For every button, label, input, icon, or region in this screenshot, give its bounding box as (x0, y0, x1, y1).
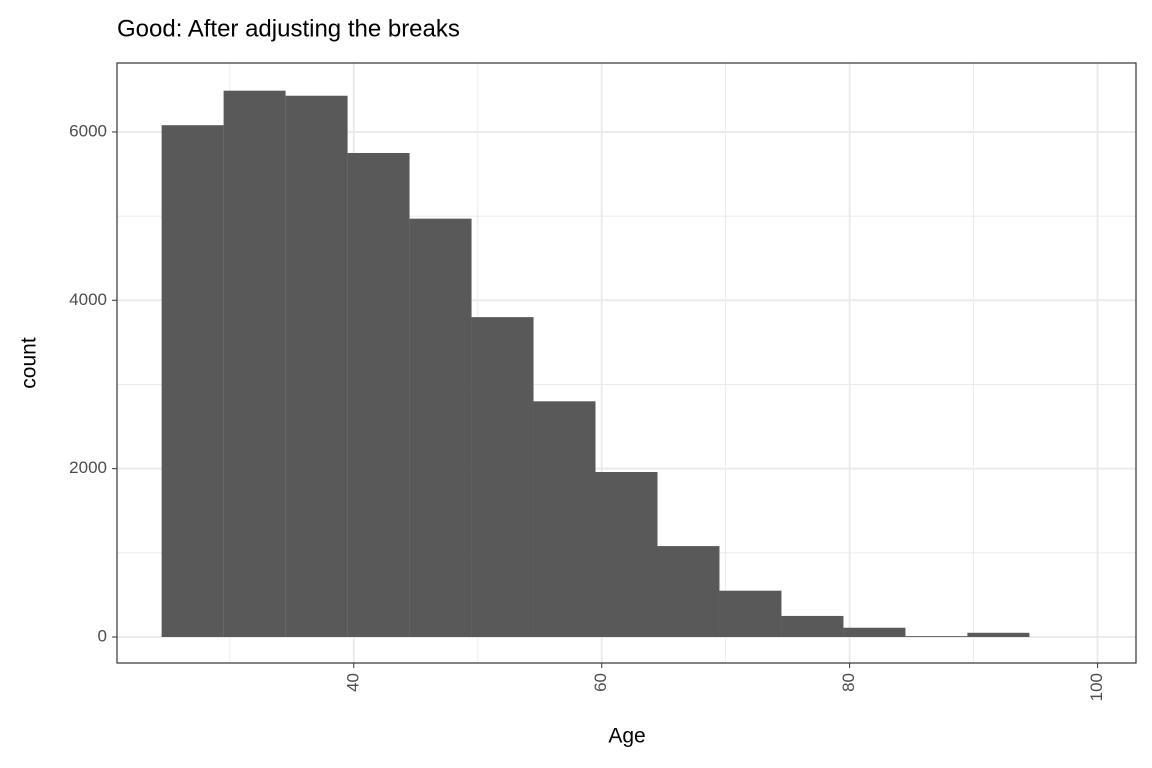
y-axis-label: count (18, 337, 41, 389)
y-tick-label: 4000 (69, 290, 107, 309)
bar (223, 90, 286, 637)
bar (347, 152, 410, 637)
x-tick-label: 100 (1087, 673, 1106, 701)
x-tick-label: 40 (343, 673, 362, 692)
bar (781, 615, 844, 637)
y-tick-label: 2000 (69, 458, 107, 477)
bar (409, 218, 472, 637)
bar (471, 317, 534, 637)
chart-title: Good: After adjusting the breaks (117, 15, 460, 42)
y-tick-label: 0 (98, 626, 107, 645)
bar (719, 590, 782, 637)
bar (905, 636, 968, 637)
bar (843, 627, 906, 637)
bar (285, 95, 348, 637)
panel-border (116, 62, 1137, 664)
bar (595, 472, 658, 637)
y-tick-label: 6000 (69, 121, 107, 140)
bar (533, 401, 596, 637)
x-tick-label: 60 (591, 673, 610, 692)
x-axis-label: Age (608, 725, 645, 748)
x-tick-label: 80 (839, 673, 858, 692)
bar (161, 125, 224, 637)
bar (657, 546, 720, 637)
bar (967, 632, 1030, 637)
